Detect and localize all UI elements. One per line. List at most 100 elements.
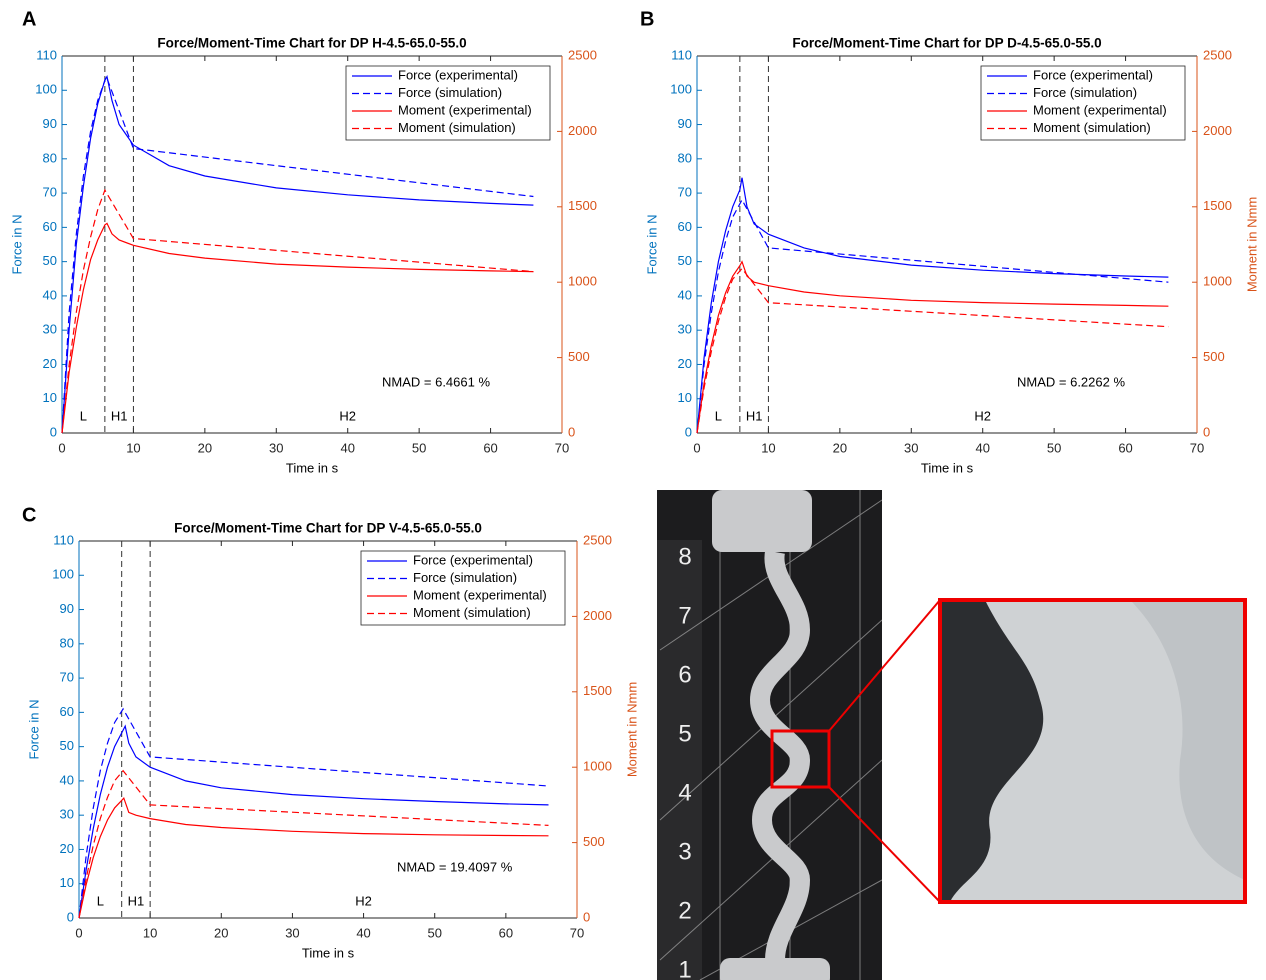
y-tick-label: 20 bbox=[678, 356, 692, 371]
y-tick-label: 30 bbox=[43, 322, 57, 337]
y-tick-label: 0 bbox=[685, 424, 692, 439]
ruler-label: 1 bbox=[678, 956, 691, 980]
y2-tick-label: 0 bbox=[568, 424, 575, 439]
y-tick-label: 50 bbox=[678, 253, 692, 268]
y-tick-label: 70 bbox=[43, 185, 57, 200]
y-tick-label: 60 bbox=[60, 704, 74, 719]
series-line bbox=[61, 75, 534, 434]
y2-axis-label: Moment in Nmm bbox=[1244, 197, 1259, 292]
x-tick-label: 0 bbox=[693, 440, 700, 455]
ruler-label: 5 bbox=[678, 720, 691, 747]
y-axis-label: Force in N bbox=[26, 700, 41, 760]
series-line bbox=[696, 260, 1169, 434]
y-tick-label: 90 bbox=[43, 116, 57, 131]
phase-label: H1 bbox=[746, 408, 763, 423]
x-tick-label: 60 bbox=[499, 925, 513, 940]
y2-tick-label: 2000 bbox=[1203, 123, 1232, 138]
series-line bbox=[61, 188, 534, 434]
ruler-label: 4 bbox=[678, 779, 691, 806]
y2-tick-label: 1500 bbox=[568, 198, 597, 213]
specimen bbox=[749, 550, 811, 961]
zoom-line bbox=[828, 786, 941, 903]
panel-label: A bbox=[22, 8, 36, 30]
y-tick-label: 90 bbox=[678, 116, 692, 131]
legend bbox=[345, 65, 551, 141]
y2-tick-label: 500 bbox=[1203, 349, 1225, 364]
x-tick-label: 20 bbox=[214, 925, 228, 940]
y-tick-label: 20 bbox=[43, 356, 57, 371]
series-line bbox=[61, 74, 534, 434]
legend-label: Force (simulation) bbox=[398, 85, 502, 100]
y-tick-label: 10 bbox=[678, 390, 692, 405]
legend-label: Force (experimental) bbox=[413, 552, 533, 567]
annotation: NMAD = 6.2262 % bbox=[1017, 374, 1125, 389]
ruler-label: 6 bbox=[678, 661, 691, 688]
ruler-label: 2 bbox=[678, 897, 691, 924]
y2-tick-label: 2000 bbox=[568, 123, 597, 138]
ruler bbox=[657, 540, 702, 980]
y2-tick-label: 0 bbox=[1203, 424, 1210, 439]
phase-label: H1 bbox=[128, 893, 145, 908]
y-tick-label: 30 bbox=[60, 807, 74, 822]
y-tick-label: 10 bbox=[60, 875, 74, 890]
chart-title: Force/Moment-Time Chart for DP H-4.5-65.… bbox=[157, 36, 466, 51]
series-line bbox=[78, 769, 549, 919]
y2-tick-label: 2500 bbox=[568, 47, 597, 62]
panel-label: C bbox=[22, 504, 36, 526]
y-tick-label: 60 bbox=[678, 219, 692, 234]
x-tick-label: 70 bbox=[1190, 440, 1204, 455]
y-tick-label: 40 bbox=[678, 287, 692, 302]
zoom-specimen-shade bbox=[1130, 600, 1245, 880]
x-tick-label: 30 bbox=[269, 440, 283, 455]
x-axis-label: Time in s bbox=[286, 460, 339, 475]
phase-label: H2 bbox=[974, 408, 991, 423]
y2-tick-label: 500 bbox=[568, 349, 590, 364]
specimen-grip bbox=[712, 490, 812, 552]
y-tick-label: 40 bbox=[43, 287, 57, 302]
y-tick-label: 90 bbox=[60, 601, 74, 616]
legend-label: Force (experimental) bbox=[398, 67, 518, 82]
legend bbox=[980, 65, 1186, 141]
phase-label: H2 bbox=[339, 408, 356, 423]
zoom-frame bbox=[938, 598, 1247, 904]
specimen-grip bbox=[720, 958, 830, 980]
annotation: NMAD = 6.4661 % bbox=[382, 374, 490, 389]
annotation: NMAD = 19.4097 % bbox=[397, 859, 513, 874]
x-tick-label: 40 bbox=[975, 440, 989, 455]
legend-label: Force (simulation) bbox=[1033, 85, 1137, 100]
y2-tick-label: 500 bbox=[583, 834, 605, 849]
x-tick-label: 0 bbox=[75, 925, 82, 940]
phase-label: H2 bbox=[355, 893, 372, 908]
x-axis-label: Time in s bbox=[302, 945, 355, 960]
ruler-label: 7 bbox=[678, 602, 691, 629]
y-tick-label: 0 bbox=[67, 909, 74, 924]
x-tick-label: 40 bbox=[340, 440, 354, 455]
y-tick-label: 110 bbox=[671, 47, 692, 62]
y-tick-label: 100 bbox=[52, 567, 74, 582]
x-tick-label: 10 bbox=[761, 440, 775, 455]
x-tick-label: 60 bbox=[483, 440, 497, 455]
y-tick-label: 40 bbox=[60, 772, 74, 787]
y2-tick-label: 0 bbox=[583, 909, 590, 924]
panel-label: B bbox=[640, 8, 654, 30]
y-tick-label: 70 bbox=[678, 185, 692, 200]
x-tick-label: 70 bbox=[555, 440, 569, 455]
legend-label: Force (experimental) bbox=[1033, 67, 1153, 82]
legend-label: Moment (experimental) bbox=[1033, 102, 1167, 117]
series-line bbox=[78, 796, 549, 919]
x-tick-label: 0 bbox=[58, 440, 65, 455]
series-line bbox=[61, 222, 534, 434]
y-axis-label: Force in N bbox=[9, 215, 24, 275]
y2-tick-label: 2500 bbox=[1203, 47, 1232, 62]
y2-axis-label: Moment in Nmm bbox=[624, 682, 639, 777]
legend-label: Force (simulation) bbox=[413, 570, 517, 585]
x-tick-label: 50 bbox=[412, 440, 426, 455]
y-tick-label: 80 bbox=[60, 635, 74, 650]
x-tick-label: 20 bbox=[198, 440, 212, 455]
y-tick-label: 20 bbox=[60, 841, 74, 856]
y-tick-label: 110 bbox=[36, 47, 57, 62]
y2-tick-label: 1000 bbox=[583, 759, 612, 774]
y-tick-label: 10 bbox=[43, 390, 57, 405]
y-tick-label: 100 bbox=[35, 82, 57, 97]
